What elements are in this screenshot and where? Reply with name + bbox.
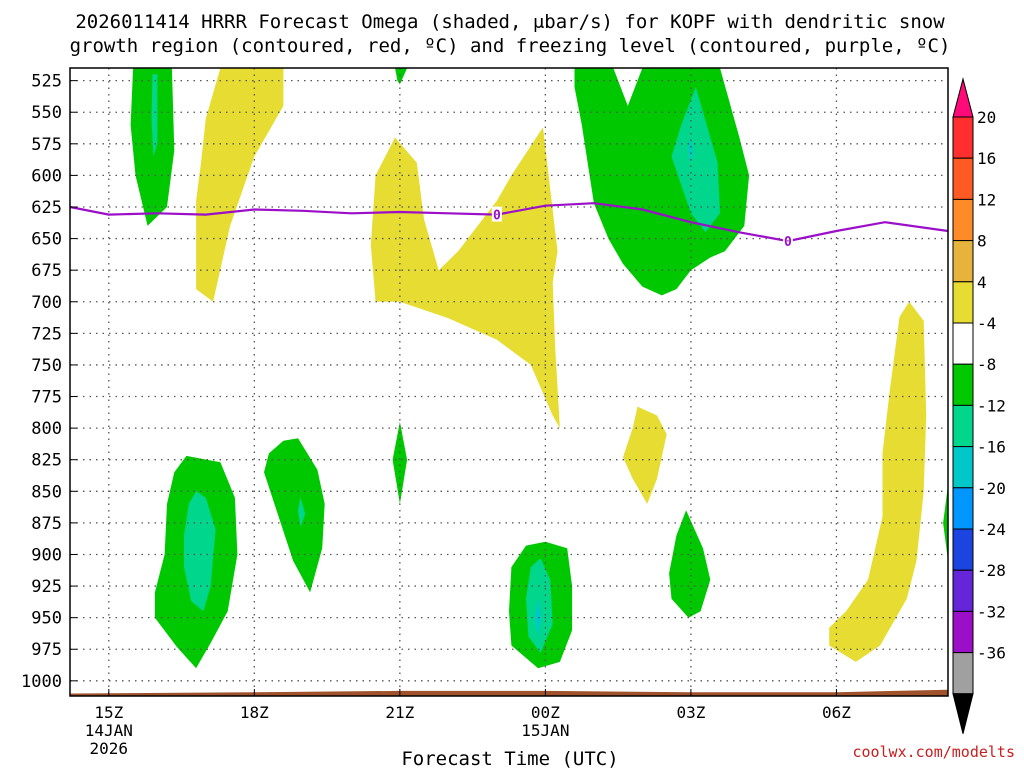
omega-region-g-2: [395, 68, 408, 85]
contour-label-bg: [782, 233, 793, 249]
title-line-2: growth region (contoured, red, ºC) and f…: [70, 35, 951, 57]
colorbar-bottom-arrow: [952, 693, 974, 734]
x-tick-date: 14JAN: [85, 721, 133, 740]
omega-region-g-8: [669, 510, 711, 618]
omega-region-t-2: [671, 87, 720, 233]
colorbar-label: 16: [977, 149, 996, 168]
x-tick-date: 15JAN: [521, 721, 569, 740]
x-tick-label: 21Z: [385, 703, 414, 722]
shaded-omega-regions: [130, 68, 948, 669]
ground-surface: [70, 689, 948, 696]
omega-region-t-4: [298, 497, 306, 527]
colorbar-label: -36: [977, 644, 1006, 663]
contour-label: 0: [493, 209, 501, 224]
x-axis-label: Forecast Time (UTC): [401, 748, 618, 768]
y-tick-label: 775: [31, 388, 62, 408]
chart-title: 2026011414 HRRR Forecast Omega (shaded, …: [70, 11, 951, 57]
plot-frame: [69, 67, 949, 697]
y-tick-label: 800: [31, 419, 62, 439]
colorbar-label: -16: [977, 438, 1006, 457]
colorbar-legend: 20 16 12 8 4 -4 -8 -12 -16 -20 -24 -28 -32 -36: [952, 77, 1006, 734]
colorbar-segment: [952, 157, 974, 200]
omega-region-y-2: [370, 127, 560, 429]
omega-region-g-3: [574, 68, 750, 296]
colorbar-label: 20: [977, 108, 996, 127]
colorbar-label: -12: [977, 396, 1006, 415]
y-tick-label: 525: [31, 72, 62, 92]
contour-label-bg: [491, 206, 502, 222]
omega-region-y-3: [623, 406, 667, 504]
y-tick-label: 575: [31, 135, 62, 155]
omega-region-t-1: [151, 74, 158, 157]
contour-label: 0: [784, 235, 792, 250]
y-tick-label: 925: [31, 577, 62, 597]
y-tick-label: 725: [31, 324, 62, 344]
y-tick-label: 600: [31, 166, 62, 186]
y-tick-label: 975: [31, 640, 62, 660]
colorbar-label: -28: [977, 561, 1006, 580]
x-tick-label: 03Z: [676, 703, 705, 722]
omega-region-y-1: [196, 68, 284, 302]
y-tick-label: 850: [31, 482, 62, 502]
title-line-1: 2026011414 HRRR Forecast Omega (shaded, …: [75, 11, 945, 33]
y-tick-label: 650: [31, 230, 62, 250]
y-tick-label: 675: [31, 261, 62, 281]
credit-link[interactable]: coolwx.com/modelts: [852, 743, 1015, 761]
x-tick-label: 18Z: [240, 703, 269, 722]
y-tick-label: 700: [31, 293, 62, 313]
y-tick-label: 875: [31, 514, 62, 534]
colorbar-segment: [952, 240, 974, 283]
surface-pressure-layer: [70, 689, 948, 696]
y-tick-label: 825: [31, 451, 62, 471]
omega-region-g-6: [392, 421, 408, 504]
x-tick-label: 00Z: [531, 703, 560, 722]
y-tick-label: 1000: [21, 672, 62, 692]
y-tick-label: 625: [31, 198, 62, 218]
omega-region-g-5: [264, 438, 325, 593]
colorbar-segment: [952, 446, 974, 489]
colorbar-segment: [952, 116, 974, 159]
omega-region-y-4: [829, 301, 927, 662]
omega-region-g-9: [943, 485, 948, 561]
grid-lines: [70, 68, 948, 696]
colorbar-segment: [952, 404, 974, 448]
x-tick-label: 06Z: [822, 703, 851, 722]
omega-region-c-1: [688, 137, 694, 163]
colorbar-label: -8: [977, 355, 996, 374]
y-tick-label: 950: [31, 609, 62, 629]
colorbar-label: -32: [977, 602, 1006, 621]
freezing-level-contour: 00: [69, 202, 949, 250]
colorbar-segment: [952, 322, 974, 365]
omega-region-t-3: [184, 491, 216, 612]
colorbar-top-arrow: [952, 77, 974, 118]
colorbar-segment: [952, 487, 974, 530]
x-tick-year: 2026: [90, 739, 129, 758]
colorbar-label: 4: [977, 273, 987, 292]
y-tick-label: 550: [31, 103, 62, 123]
x-tick-label: 15Z: [94, 703, 123, 722]
colorbar-label: 8: [977, 232, 987, 251]
y-tick-label: 750: [31, 356, 62, 376]
colorbar-label: -20: [977, 479, 1006, 498]
colorbar-segment: [952, 281, 974, 324]
colorbar-segment: [952, 198, 974, 242]
colorbar-label: -24: [977, 520, 1006, 539]
colorbar-segment: [952, 652, 974, 695]
colorbar-segment: [952, 569, 974, 612]
omega-region-g-1: [130, 68, 175, 226]
y-tick-label: 900: [31, 545, 62, 565]
colorbar-label: 12: [977, 190, 996, 209]
colorbar-segment: [952, 610, 974, 654]
y-axis-ticks: 525 550 575 600 625 650 675 700 725 750 775 800 825 8…: [21, 72, 77, 692]
colorbar-label: -4: [977, 314, 996, 333]
colorbar-segment: [952, 363, 974, 406]
colorbar-segment: [952, 528, 974, 571]
